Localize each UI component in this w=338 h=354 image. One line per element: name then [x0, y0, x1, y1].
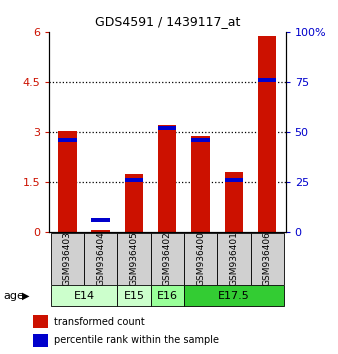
FancyBboxPatch shape: [184, 233, 217, 285]
FancyBboxPatch shape: [117, 285, 151, 307]
Bar: [191, 136, 210, 232]
FancyBboxPatch shape: [51, 285, 117, 307]
Bar: [191, 138, 210, 142]
FancyBboxPatch shape: [151, 233, 184, 285]
Text: age: age: [3, 291, 24, 301]
Bar: [58, 138, 76, 142]
Text: E16: E16: [157, 291, 178, 301]
FancyBboxPatch shape: [250, 233, 284, 285]
Text: GSM936405: GSM936405: [129, 231, 139, 286]
FancyBboxPatch shape: [117, 233, 151, 285]
Bar: [225, 172, 243, 232]
Bar: [258, 36, 276, 232]
Bar: [92, 230, 110, 232]
FancyBboxPatch shape: [217, 233, 250, 285]
Bar: [58, 131, 76, 232]
Text: E15: E15: [123, 291, 144, 301]
Text: GSM936404: GSM936404: [96, 232, 105, 286]
Bar: [158, 126, 176, 130]
Bar: [158, 125, 176, 232]
Bar: [225, 178, 243, 182]
Text: GSM936400: GSM936400: [196, 231, 205, 286]
Text: transformed count: transformed count: [54, 316, 145, 327]
FancyBboxPatch shape: [151, 285, 184, 307]
Title: GDS4591 / 1439117_at: GDS4591 / 1439117_at: [95, 15, 240, 28]
Bar: [258, 78, 276, 82]
FancyBboxPatch shape: [184, 285, 284, 307]
Text: ▶: ▶: [22, 291, 29, 301]
Bar: [125, 178, 143, 182]
Bar: [125, 173, 143, 232]
Bar: [33, 315, 48, 328]
FancyBboxPatch shape: [84, 233, 117, 285]
Text: E14: E14: [73, 291, 95, 301]
Text: E17.5: E17.5: [218, 291, 250, 301]
Text: percentile rank within the sample: percentile rank within the sample: [54, 335, 219, 346]
Text: GSM936406: GSM936406: [263, 231, 272, 286]
Bar: [92, 218, 110, 222]
Text: GSM936402: GSM936402: [163, 232, 172, 286]
Bar: [33, 334, 48, 347]
Text: GSM936401: GSM936401: [230, 231, 238, 286]
FancyBboxPatch shape: [51, 233, 84, 285]
Text: GSM936403: GSM936403: [63, 231, 72, 286]
